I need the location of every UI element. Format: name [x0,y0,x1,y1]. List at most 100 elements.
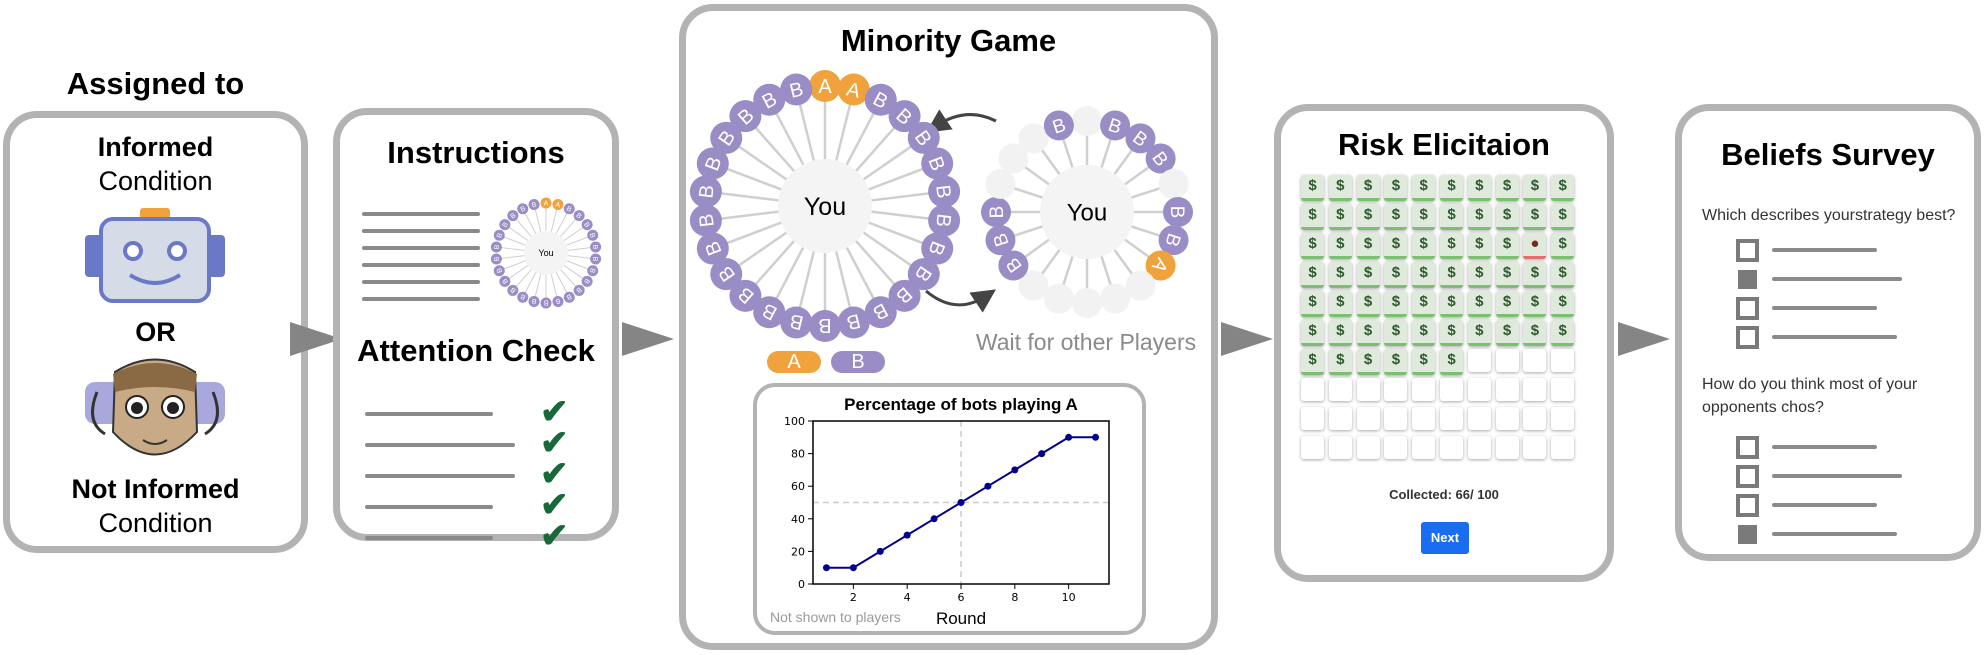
money-box[interactable]: $ [1440,233,1463,259]
money-box[interactable]: $ [1356,291,1380,317]
empty-box[interactable] [1523,407,1547,430]
money-box[interactable]: $ [1356,175,1380,201]
empty-box[interactable] [1551,349,1575,372]
empty-box[interactable] [1467,407,1491,430]
money-box[interactable]: $ [1440,291,1463,317]
money-box[interactable]: $ [1440,320,1463,346]
money-box[interactable]: $ [1301,320,1324,346]
money-box[interactable]: $ [1384,349,1408,375]
empty-box[interactable] [1551,378,1575,401]
money-box[interactable]: $ [1412,175,1436,201]
empty-box[interactable] [1412,436,1436,459]
empty-box[interactable] [1495,436,1519,459]
money-box[interactable]: $ [1467,291,1491,317]
money-box[interactable]: $ [1495,233,1519,259]
money-box[interactable]: $ [1328,291,1352,317]
money-box[interactable]: $ [1412,291,1436,317]
bomb-icon[interactable]: ● [1523,233,1547,259]
empty-box[interactable] [1440,407,1463,430]
money-box[interactable]: $ [1551,320,1575,346]
money-box[interactable]: $ [1356,204,1380,230]
empty-box[interactable] [1384,407,1408,430]
money-box[interactable]: $ [1412,204,1436,230]
money-box[interactable]: $ [1551,291,1575,317]
money-box[interactable]: $ [1440,175,1463,201]
empty-box[interactable] [1440,436,1463,459]
empty-box[interactable] [1467,436,1491,459]
money-box[interactable]: $ [1495,262,1519,288]
empty-box[interactable] [1495,349,1519,372]
empty-box[interactable] [1356,436,1380,459]
money-box[interactable]: $ [1467,262,1491,288]
money-box[interactable]: $ [1551,262,1575,288]
money-box[interactable]: $ [1384,291,1408,317]
empty-box[interactable] [1412,407,1436,430]
empty-box[interactable] [1328,378,1352,401]
money-box[interactable]: $ [1523,204,1547,230]
empty-box[interactable] [1523,349,1547,372]
money-box[interactable]: $ [1328,320,1352,346]
money-box[interactable]: $ [1356,262,1380,288]
money-box[interactable]: $ [1384,262,1408,288]
money-box[interactable]: $ [1356,233,1380,259]
empty-box[interactable] [1551,436,1575,459]
money-box[interactable]: $ [1328,349,1352,375]
empty-box[interactable] [1384,378,1408,401]
money-box[interactable]: $ [1467,233,1491,259]
checkbox[interactable] [1736,239,1759,262]
checkbox[interactable] [1738,270,1757,289]
checkbox[interactable] [1736,326,1759,349]
checkbox[interactable] [1736,297,1759,320]
money-box[interactable]: $ [1440,204,1463,230]
money-box[interactable]: $ [1440,262,1463,288]
empty-box[interactable] [1551,407,1575,430]
checkbox[interactable] [1736,436,1759,459]
money-box[interactable]: $ [1301,291,1324,317]
money-box[interactable]: $ [1495,204,1519,230]
empty-box[interactable] [1495,378,1519,401]
next-button[interactable]: Next [1421,522,1469,554]
money-box[interactable]: $ [1412,320,1436,346]
money-box[interactable]: $ [1495,175,1519,201]
money-box[interactable]: $ [1301,233,1324,259]
empty-box[interactable] [1301,378,1324,401]
money-box[interactable]: $ [1301,262,1324,288]
money-box[interactable]: $ [1467,204,1491,230]
money-box[interactable]: $ [1523,175,1547,201]
empty-box[interactable] [1384,436,1408,459]
checkbox[interactable] [1738,525,1757,544]
empty-box[interactable] [1523,378,1547,401]
money-box[interactable]: $ [1384,204,1408,230]
money-box[interactable]: $ [1384,175,1408,201]
empty-box[interactable] [1356,378,1380,401]
money-box[interactable]: $ [1523,291,1547,317]
money-box[interactable]: $ [1356,320,1380,346]
money-box[interactable]: $ [1495,320,1519,346]
empty-box[interactable] [1328,436,1352,459]
money-box[interactable]: $ [1412,349,1436,375]
empty-box[interactable] [1301,436,1324,459]
money-box[interactable]: $ [1328,262,1352,288]
checkbox[interactable] [1736,465,1759,488]
money-box[interactable]: $ [1328,233,1352,259]
money-box[interactable]: $ [1301,204,1324,230]
empty-box[interactable] [1356,407,1380,430]
empty-box[interactable] [1440,378,1463,401]
money-box[interactable]: $ [1384,320,1408,346]
money-box[interactable]: $ [1328,175,1352,201]
money-box[interactable]: $ [1523,262,1547,288]
money-box[interactable]: $ [1328,204,1352,230]
money-box[interactable]: $ [1384,233,1408,259]
empty-box[interactable] [1467,349,1491,372]
empty-box[interactable] [1467,378,1491,401]
empty-box[interactable] [1495,407,1519,430]
money-box[interactable]: $ [1412,233,1436,259]
money-box[interactable]: $ [1301,175,1324,201]
money-box[interactable]: $ [1495,291,1519,317]
money-box[interactable]: $ [1412,262,1436,288]
empty-box[interactable] [1328,407,1352,430]
checkbox[interactable] [1736,494,1759,517]
empty-box[interactable] [1412,378,1436,401]
money-box[interactable]: $ [1356,349,1380,375]
empty-box[interactable] [1301,407,1324,430]
